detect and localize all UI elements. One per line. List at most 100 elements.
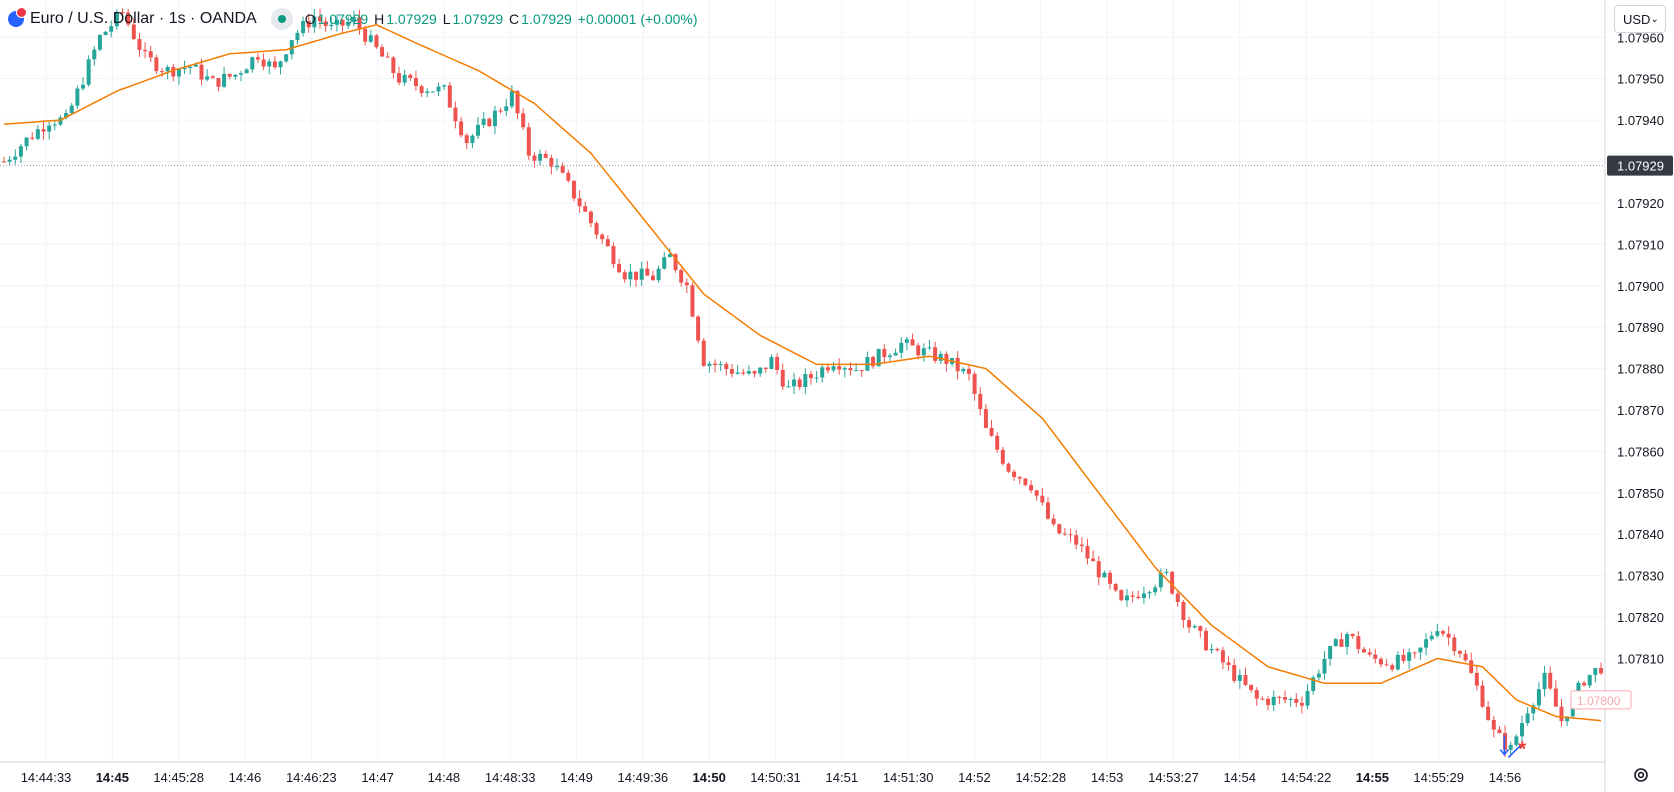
candle-body (938, 353, 943, 361)
candle-body (1412, 652, 1417, 654)
candle-body (1068, 534, 1073, 536)
candle-body (363, 28, 368, 42)
candle-body (961, 368, 966, 372)
candle-body (216, 78, 221, 87)
symbol-title[interactable]: Euro / U.S. Dollar · 1s · OANDA (30, 10, 257, 27)
candle-body (154, 57, 159, 72)
candle-body (267, 61, 272, 67)
candle-body (1029, 485, 1034, 491)
candle-body (1305, 690, 1310, 706)
candle-body (1277, 696, 1282, 698)
candle-body (1395, 654, 1400, 670)
candle-body (515, 91, 520, 114)
candle-body (854, 370, 859, 372)
candle-body (1418, 647, 1423, 653)
candle-body (1187, 620, 1192, 628)
candle-body (278, 61, 283, 68)
candle-body (205, 76, 210, 80)
candle-body (385, 56, 390, 58)
candle-body (966, 368, 971, 374)
candle-body (1294, 698, 1299, 703)
candle-body (995, 435, 1000, 450)
candle-body (244, 69, 249, 74)
candle-body (397, 73, 402, 83)
x-tick-label: 14:54:22 (1281, 770, 1332, 785)
candle-body (2, 161, 6, 163)
x-tick-label: 14:49:36 (618, 770, 669, 785)
candle-body (103, 31, 108, 36)
candle-body (1299, 702, 1304, 706)
candle-body (882, 348, 887, 358)
candle-body (1424, 639, 1429, 648)
candle-body (160, 71, 165, 73)
candle-body (1062, 533, 1067, 535)
candle-body (340, 19, 345, 26)
candle-body (1181, 601, 1186, 621)
candle-body (1057, 524, 1062, 534)
candle-body (944, 353, 949, 364)
candle-body (18, 146, 23, 157)
candle-body (622, 272, 627, 280)
candle-body (1034, 490, 1039, 496)
market-status-icon[interactable] (270, 8, 293, 30)
candle-body (1164, 571, 1169, 573)
candle-body (763, 367, 768, 369)
candle-body (1158, 572, 1163, 588)
close-label: C (509, 11, 520, 27)
candle-body (1469, 660, 1474, 673)
candle-body (1017, 476, 1022, 479)
candle-body (538, 153, 543, 161)
candle-body (1000, 449, 1005, 464)
candle-body (1215, 649, 1220, 651)
candle-body (983, 409, 988, 428)
y-tick-label: 1.07860 (1617, 444, 1664, 459)
candle-body (701, 340, 706, 366)
candle-body (792, 379, 797, 387)
currency-button[interactable]: USD ⌄ (1614, 5, 1666, 33)
candle-body (543, 153, 548, 158)
candle-body (1096, 561, 1101, 578)
candle-body (227, 73, 232, 77)
candle-body (1457, 651, 1462, 654)
candle-body (1553, 688, 1558, 707)
candle-body (301, 21, 306, 33)
candle-body (47, 125, 52, 132)
candle-body (837, 366, 842, 370)
candle-body (1282, 697, 1287, 700)
y-tick-label: 1.07840 (1617, 527, 1664, 542)
candle-body (1130, 595, 1135, 597)
eurusd-flag-icon (8, 7, 27, 27)
alert-badge[interactable] (1570, 690, 1632, 710)
candle-body (679, 270, 684, 283)
x-tick-label: 14:46 (229, 770, 262, 785)
candle-body (13, 156, 18, 160)
candle-body (758, 367, 763, 374)
candle-body (7, 159, 12, 162)
y-tick-label: 1.07880 (1617, 362, 1664, 377)
candle-body (1452, 637, 1457, 652)
candle-body (549, 157, 554, 167)
y-tick-label: 1.07830 (1617, 569, 1664, 584)
candle-body (1463, 653, 1468, 661)
candle-body (35, 129, 40, 139)
candle-body (436, 86, 441, 92)
candle-body (1085, 546, 1090, 559)
candle-body (272, 61, 277, 68)
candle-body (380, 47, 385, 57)
candle-body (1074, 535, 1079, 545)
x-tick-label: 14:55 (1356, 770, 1389, 785)
time-axis[interactable]: 14:44:33 14:45 14:45:28 14:46 14:46:23 14:47 1… (21, 770, 1522, 785)
y-tick-label: 1.07850 (1617, 486, 1664, 501)
candle-body (1040, 495, 1045, 503)
y-tick-label: 1.07940 (1617, 113, 1664, 128)
candle-body (318, 16, 323, 22)
candle-body (1587, 674, 1592, 686)
chart-settings-button[interactable] (1628, 762, 1654, 788)
candle-body (1079, 544, 1084, 547)
candle-body (165, 66, 170, 72)
candle-body (176, 69, 181, 77)
candle-body (374, 35, 379, 48)
candle-body (1435, 631, 1440, 636)
